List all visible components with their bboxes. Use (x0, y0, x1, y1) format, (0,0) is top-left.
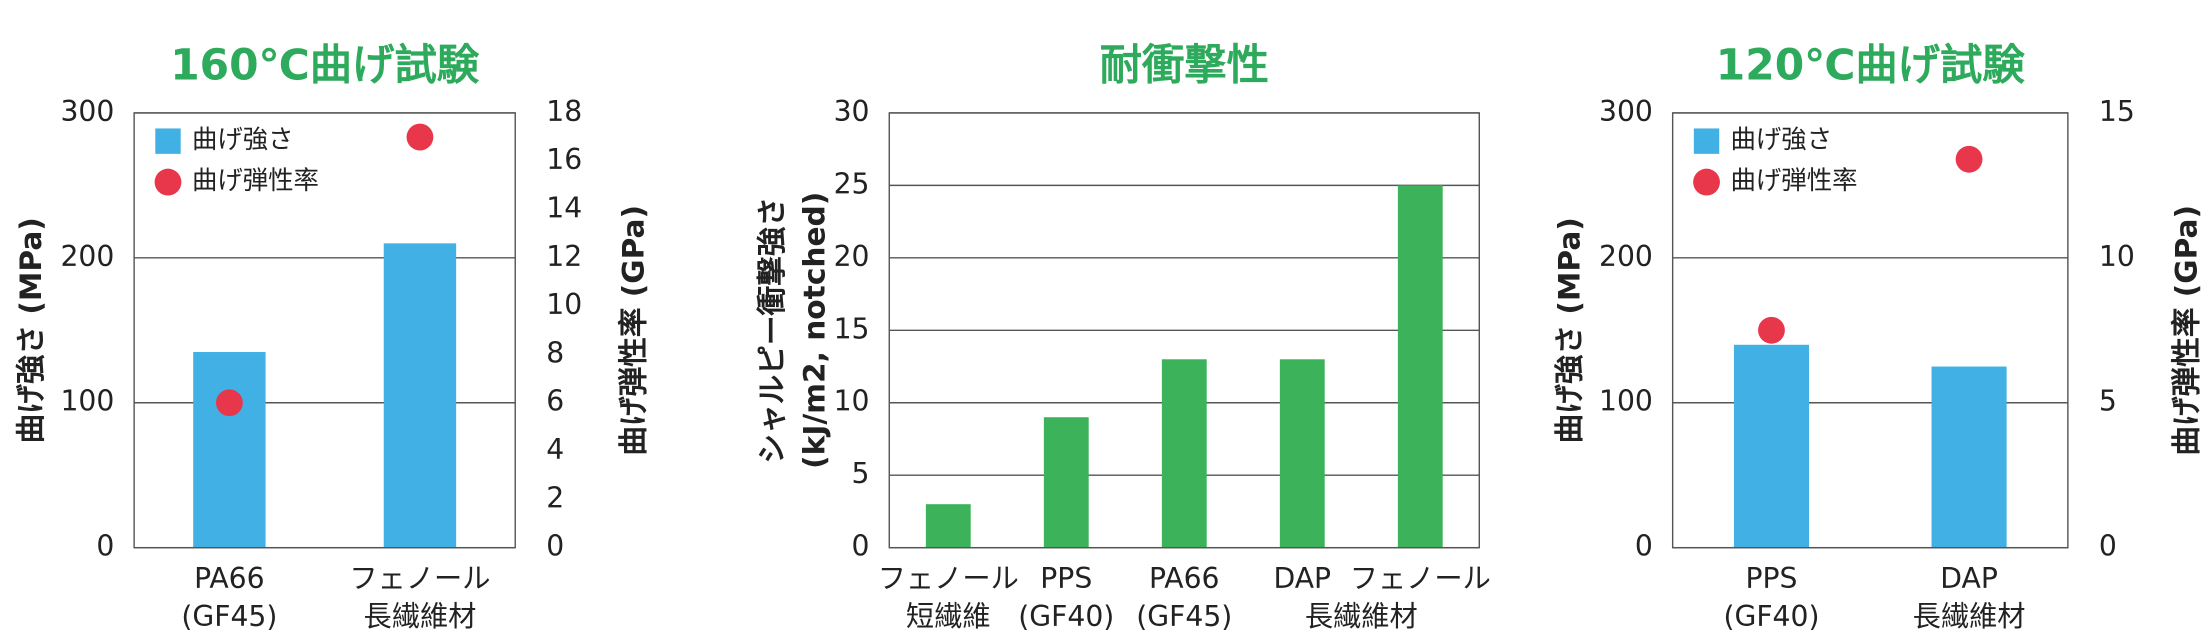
x-tick-label: 長繊維材 (1913, 600, 2026, 633)
x-tick-label: DAP (1273, 562, 1331, 595)
chart-title: 120℃曲げ試験 (1716, 40, 2026, 89)
y-tick-label: 5 (852, 457, 870, 490)
y-tick-label: 15 (834, 312, 870, 345)
dot (1955, 145, 1983, 173)
y-tick-label: 20 (834, 240, 870, 273)
y-tick-label: 300 (60, 95, 114, 128)
x-tick-label: PA66 (1149, 562, 1219, 595)
y-axis-label: (kJ/m2, notched) (796, 192, 831, 469)
plot-frame (133, 112, 516, 549)
y2-tick-label: 4 (546, 433, 564, 466)
group-label: 長繊維材 (1305, 600, 1418, 633)
y2-tick-label: 0 (2099, 530, 2117, 563)
y-tick-label: 0 (852, 530, 870, 563)
y-axis-label: シャルピー衝撃強さ (754, 197, 789, 464)
x-tick-label: フェノール (1350, 562, 1491, 595)
bar (193, 352, 266, 548)
y2-tick-label: 18 (546, 95, 582, 128)
bar (383, 243, 457, 548)
x-tick-label: PPS (1745, 562, 1797, 595)
legend-label: 曲げ弾性率 (1731, 165, 1858, 195)
x-tick-label: フェノール (349, 562, 490, 595)
y2-tick-label: 16 (546, 143, 582, 176)
x-tick-label: DAP (1940, 562, 1998, 595)
y2-tick-label: 5 (2099, 385, 2117, 418)
y2-tick-label: 10 (2099, 240, 2135, 273)
y-tick-label: 0 (96, 530, 114, 563)
y-axis-label: 曲げ強さ (MPa) (13, 217, 48, 443)
x-tick-label: 長繊維材 (364, 600, 477, 633)
y2-tick-label: 15 (2099, 95, 2135, 128)
dot (215, 389, 243, 417)
y2-tick-label: 10 (546, 288, 582, 321)
plot-frame (1671, 112, 2069, 549)
x-tick-label: フェノール (878, 562, 1019, 595)
y2-tick-label: 0 (546, 530, 564, 563)
y2-tick-label: 12 (546, 240, 582, 273)
x-tick-label: PPS (1040, 562, 1092, 595)
legend-label: 曲げ強さ (192, 124, 294, 154)
legend-swatch (1693, 128, 1720, 154)
legend-swatch (154, 168, 182, 196)
bar (1733, 344, 1810, 548)
y-tick-label: 25 (834, 167, 870, 200)
y2-tick-label: 2 (546, 481, 564, 514)
bar (925, 504, 971, 548)
y-tick-label: 10 (834, 385, 870, 418)
y-tick-label: 100 (1599, 385, 1653, 418)
x-tick-label: PA66 (194, 562, 264, 595)
x-tick-label: (GF45) (1136, 600, 1232, 633)
y2-axis-label: 曲げ弾性率 (GPa) (616, 205, 651, 456)
y2-tick-label: 6 (546, 385, 564, 418)
plot-frame (888, 112, 1480, 549)
y-tick-label: 30 (834, 95, 870, 128)
x-tick-label: (GF45) (181, 600, 277, 633)
x-tick-label: (GF40) (1723, 600, 1819, 633)
y-axis-label: 曲げ強さ (MPa) (1552, 217, 1587, 443)
y2-tick-label: 14 (546, 192, 582, 225)
bar (1397, 185, 1443, 548)
chart-title: 耐衝撃性 (1100, 40, 1269, 89)
y2-axis-label: 曲げ弾性率 (GPa) (2168, 205, 2202, 456)
legend-label: 曲げ弾性率 (192, 165, 319, 195)
dot (1758, 316, 1785, 344)
bar (1279, 359, 1325, 548)
y-tick-label: 200 (1599, 240, 1653, 273)
legend-swatch (155, 128, 181, 154)
bar (1931, 366, 2007, 548)
y-tick-label: 200 (60, 240, 114, 273)
legend-swatch (1693, 168, 1720, 196)
y-tick-label: 100 (60, 385, 114, 418)
chart-title: 160℃曲げ試験 (170, 40, 480, 89)
bar (1161, 359, 1207, 548)
y2-tick-label: 8 (546, 336, 564, 369)
x-tick-label: (GF40) (1018, 600, 1114, 633)
y-tick-label: 300 (1599, 95, 1653, 128)
x-tick-label: 短繊維 (906, 600, 991, 633)
bar (1043, 417, 1089, 548)
y-tick-label: 0 (1635, 530, 1653, 563)
legend-label: 曲げ強さ (1731, 124, 1833, 154)
dot (406, 123, 434, 151)
